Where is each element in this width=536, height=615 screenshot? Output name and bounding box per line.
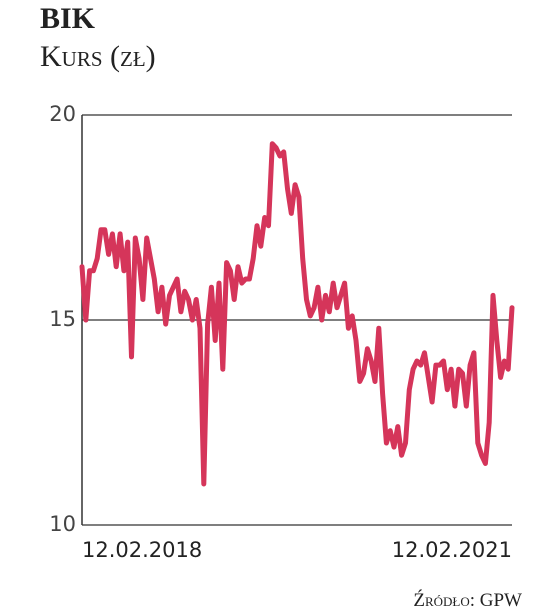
x-tick-label: 12.02.2021 [392, 538, 512, 562]
y-tick-label: 20 [49, 102, 76, 126]
chart-subtitle: Kurs (zł) [40, 40, 156, 73]
chart-title: BIK [40, 2, 96, 35]
x-tick-label: 12.02.2018 [82, 538, 202, 562]
source: Źródło: GPW [413, 589, 522, 611]
y-tick-label: 15 [49, 307, 76, 331]
price-line [79, 141, 515, 487]
y-tick-label: 10 [49, 512, 76, 536]
